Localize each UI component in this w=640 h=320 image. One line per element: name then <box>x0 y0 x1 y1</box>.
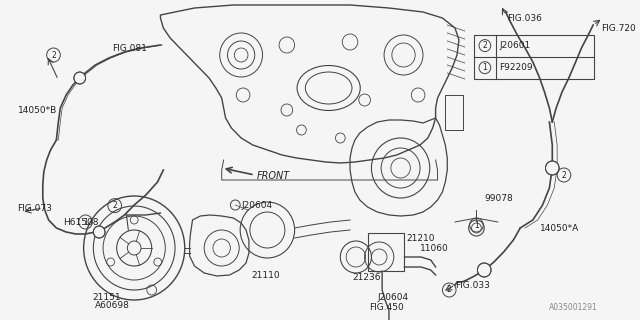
Text: FIG.073: FIG.073 <box>17 204 52 212</box>
Text: 2: 2 <box>113 201 117 210</box>
Text: 21210: 21210 <box>406 234 435 243</box>
Text: FIG.081: FIG.081 <box>112 44 147 52</box>
Text: 2: 2 <box>483 41 487 50</box>
Text: FRONT: FRONT <box>257 171 290 181</box>
Text: 1: 1 <box>474 220 479 229</box>
Text: 21236: 21236 <box>352 274 381 283</box>
Text: FIG.033: FIG.033 <box>455 281 490 290</box>
Text: A035001291: A035001291 <box>549 303 598 313</box>
Text: 2: 2 <box>51 51 56 60</box>
Text: 99078: 99078 <box>484 194 513 203</box>
Text: 2: 2 <box>447 285 452 294</box>
Text: 21110: 21110 <box>251 270 280 279</box>
Text: J20604: J20604 <box>241 201 272 210</box>
Circle shape <box>545 161 559 175</box>
Text: F92209: F92209 <box>499 63 533 72</box>
Text: 14050*B: 14050*B <box>17 106 57 115</box>
Text: J20601: J20601 <box>499 41 531 50</box>
Circle shape <box>477 263 491 277</box>
Circle shape <box>93 226 105 238</box>
Text: FIG.036: FIG.036 <box>508 13 543 22</box>
Text: FIG.450: FIG.450 <box>370 303 404 313</box>
Circle shape <box>74 72 86 84</box>
Text: FIG.720: FIG.720 <box>601 23 636 33</box>
Text: 1: 1 <box>483 63 487 72</box>
Text: 1: 1 <box>83 218 88 227</box>
Text: 11060: 11060 <box>420 244 449 252</box>
Text: 21151: 21151 <box>92 293 121 302</box>
Text: 2: 2 <box>561 171 566 180</box>
Text: A60698: A60698 <box>95 300 130 309</box>
Text: H61508: H61508 <box>63 218 99 227</box>
Text: 14050*A: 14050*A <box>540 223 579 233</box>
Text: J20604: J20604 <box>377 293 408 302</box>
